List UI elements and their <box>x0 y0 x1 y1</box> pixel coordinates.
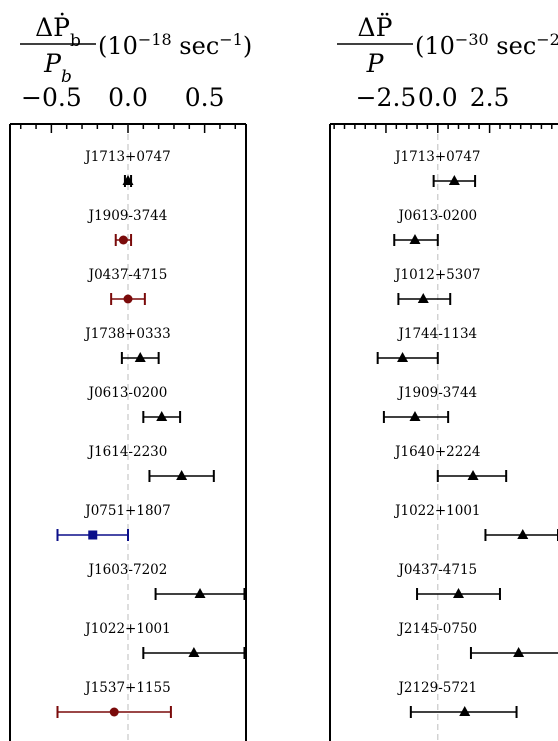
tick-label: 0.0 <box>108 83 148 112</box>
triangle-marker <box>417 293 429 303</box>
data-point: J1738+0333 <box>83 326 171 364</box>
data-point: J1537+1155 <box>56 680 172 718</box>
data-point: J1640+2224 <box>393 444 508 482</box>
title-denominator: P <box>366 49 385 78</box>
pulsar-label: J1614-2230 <box>87 444 168 460</box>
pulsar-label: J1909-3744 <box>396 385 477 401</box>
pulsar-label: J0613-0200 <box>87 385 168 401</box>
pulsar-label: J2129-5721 <box>396 680 477 696</box>
title-denominator: Pb <box>43 49 72 87</box>
data-point: J1012+5307 <box>393 267 481 305</box>
triangle-marker <box>453 588 465 598</box>
triangle-marker <box>513 647 525 657</box>
pulsar-label: J1909-3744 <box>87 208 168 224</box>
data-point: J1022+1001 <box>393 503 558 541</box>
triangle-marker <box>448 175 460 185</box>
data-point: J0613-0200 <box>393 208 477 246</box>
pulsar-label: J0437-4715 <box>396 562 477 578</box>
data-point: J1713+0747 <box>83 149 171 187</box>
title-unit: (10−30 sec−2) <box>415 30 558 61</box>
axis-title: ΔP̈ P (10−30 sec−2) <box>337 13 558 78</box>
pulsar-label: J0613-0200 <box>396 208 477 224</box>
circle-marker <box>118 235 128 245</box>
triangle-marker <box>156 411 168 421</box>
data-point: J0613-0200 <box>87 385 182 423</box>
triangle-marker <box>188 647 200 657</box>
tick-label: 0.5 <box>185 83 225 112</box>
data-point: J0437-4715 <box>396 562 501 600</box>
triangle-marker <box>409 411 421 421</box>
pulsar-label: J1744-1134 <box>396 326 477 342</box>
triangle-marker <box>517 529 529 539</box>
data-point: J1744-1134 <box>376 326 477 364</box>
triangle-marker <box>176 470 188 480</box>
pulsar-label: J1537+1155 <box>83 680 170 696</box>
triangle-marker <box>194 588 206 598</box>
pulsar-label: J1713+0747 <box>393 149 480 165</box>
triangle-marker <box>134 352 146 362</box>
pulsar-label: J1713+0747 <box>83 149 170 165</box>
data-point: J1909-3744 <box>87 208 168 246</box>
tick-label: −0.5 <box>21 83 82 112</box>
triangle-marker <box>459 706 471 716</box>
data-point: J0437-4715 <box>87 267 168 305</box>
title-numerator: ΔP̈ <box>358 13 393 42</box>
pulsar-label: J1022+1001 <box>83 621 170 637</box>
data-point: J0751+1807 <box>56 503 171 541</box>
panel-2: ΔP̈ P (10−30 sec−2) −2.50.0 2.5 J1713+0747 J06… <box>329 13 558 741</box>
data-point: J1603-7202 <box>87 562 246 600</box>
data-point: J1909-3744 <box>382 385 477 423</box>
circle-marker <box>123 294 133 304</box>
pulsar-label: J1640+2224 <box>393 444 480 460</box>
pulsar-label: J1022+1001 <box>393 503 480 519</box>
triangle-marker <box>397 352 409 362</box>
pulsar-label: J2145-0750 <box>396 621 477 637</box>
pulsar-label: J1738+0333 <box>83 326 170 342</box>
data-point: J2129-5721 <box>396 680 518 718</box>
tick-label: 2.5 <box>470 83 510 112</box>
data-point: J2145-0750 <box>396 621 558 659</box>
triangle-marker <box>122 175 134 185</box>
title-numerator: ΔṖb <box>35 13 81 51</box>
tick-label: −2.5 <box>356 83 417 112</box>
triangle-marker <box>409 234 421 244</box>
pulsar-label: J1603-7202 <box>87 562 168 578</box>
circle-marker <box>109 707 119 717</box>
pulsar-label: J0437-4715 <box>87 267 168 283</box>
square-marker <box>88 530 98 540</box>
triangle-marker <box>467 470 479 480</box>
data-point: J1614-2230 <box>87 444 215 482</box>
pulsar-label: J1012+5307 <box>393 267 480 283</box>
title-unit: (10−18 sec−1) <box>98 30 252 61</box>
tick-label: 0.0 <box>418 83 458 112</box>
data-point: J1022+1001 <box>83 621 246 659</box>
data-point: J1713+0747 <box>393 149 481 187</box>
pulsar-label: J0751+1807 <box>83 503 170 519</box>
